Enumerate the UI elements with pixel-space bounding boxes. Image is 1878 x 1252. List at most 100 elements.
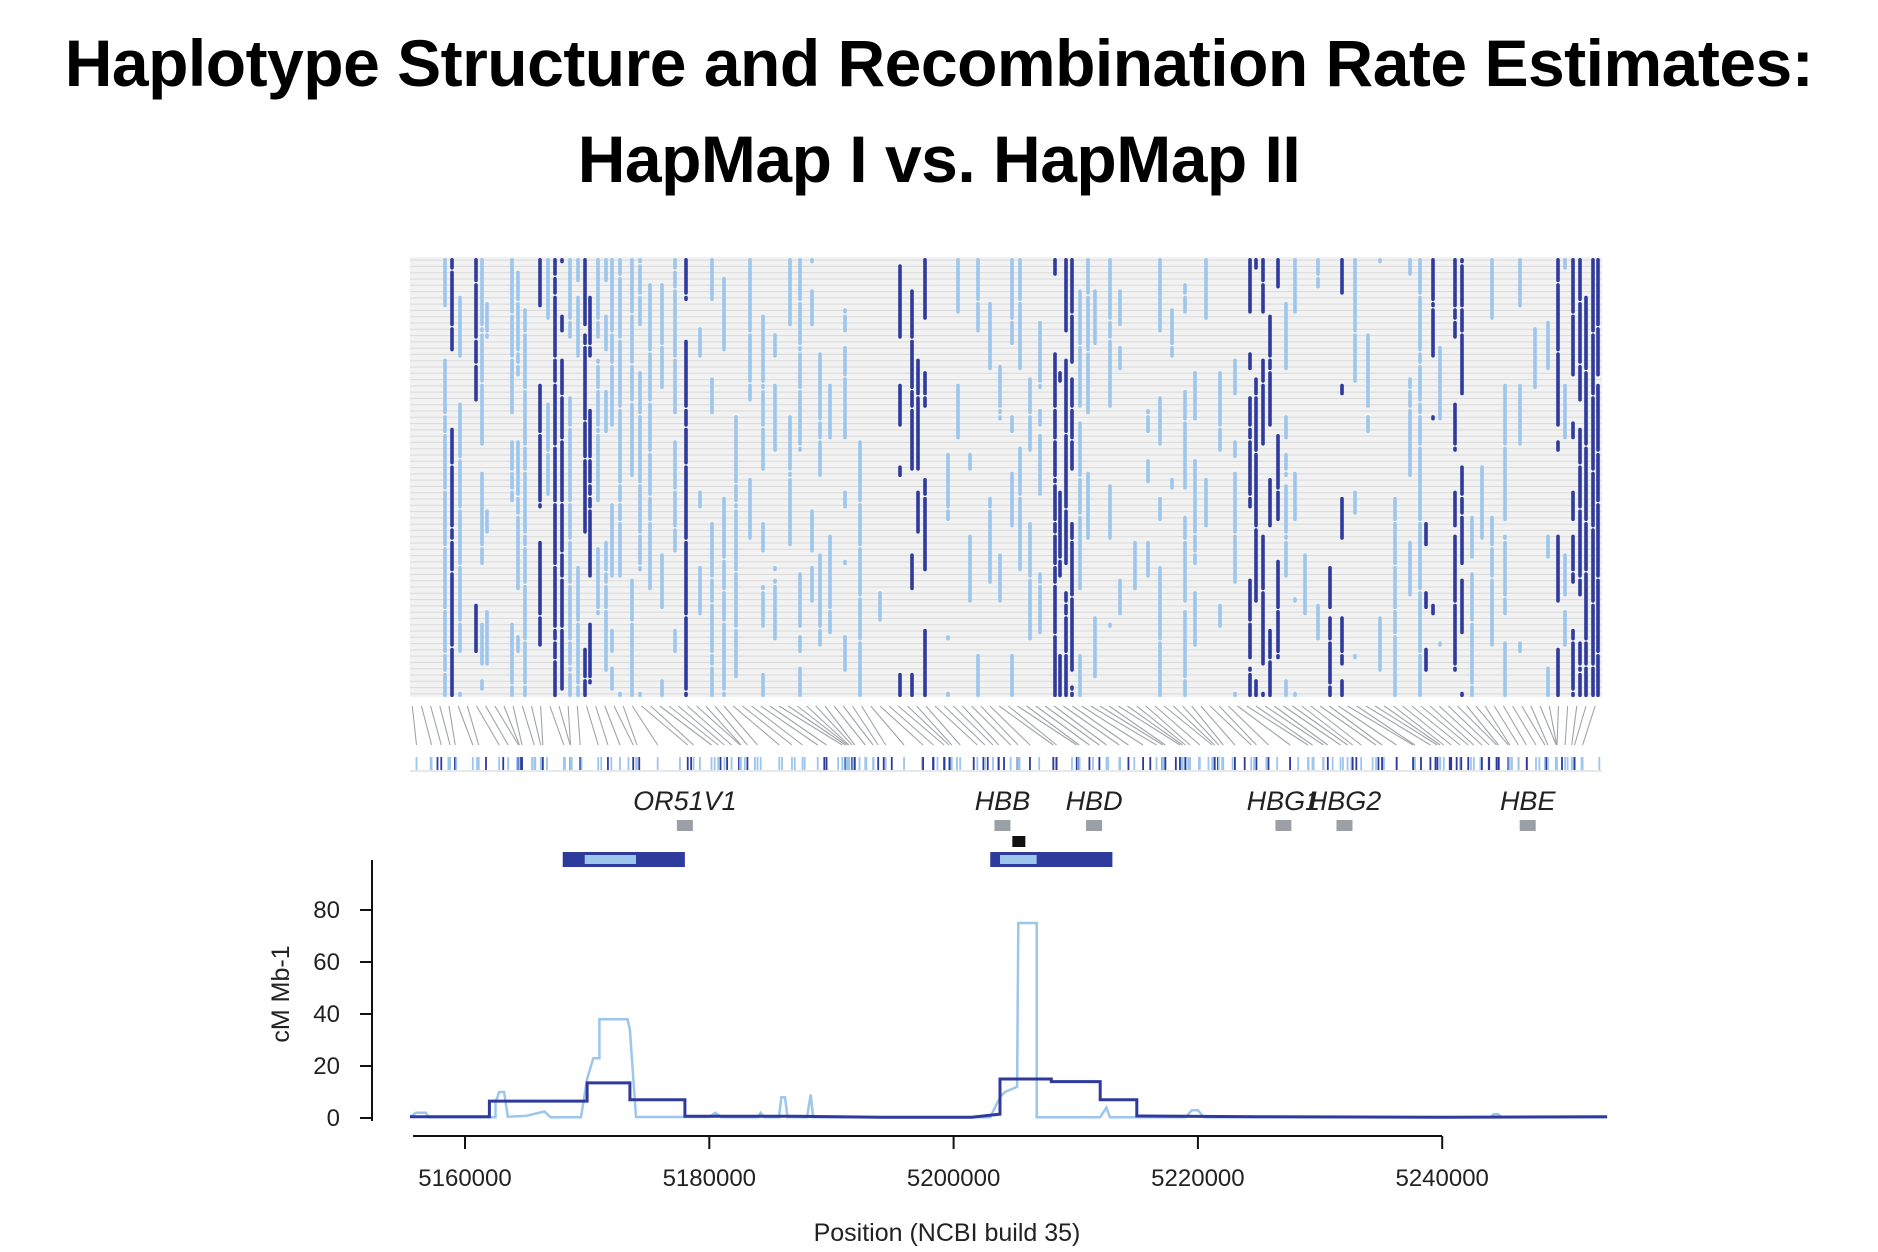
haplotype-snp-run xyxy=(1053,635,1057,697)
haplotype-snp-run xyxy=(1261,691,1265,697)
snp-tick xyxy=(837,757,840,770)
haplotype-snp-run xyxy=(1571,314,1575,377)
haplotype-snp-run xyxy=(1460,496,1464,515)
haplotype-snp-run xyxy=(443,654,447,672)
haplotype-snp-run xyxy=(734,572,738,628)
haplotype-snp-run xyxy=(698,566,702,616)
connector-line xyxy=(806,705,850,746)
haplotype-snp-run xyxy=(1146,540,1150,578)
haplotype-snp-run xyxy=(673,440,677,490)
snp-tick xyxy=(1297,757,1300,770)
haplotype-snp-run xyxy=(1591,258,1595,333)
haplotype-snp-run xyxy=(1408,540,1412,597)
haplotype-snp-run xyxy=(748,478,752,540)
haplotype-snp-run xyxy=(858,641,862,697)
haplotype-snp-run xyxy=(788,478,792,547)
y-tick-label: 80 xyxy=(313,897,340,924)
haplotype-snp-run xyxy=(450,572,454,647)
haplotype-snp-run xyxy=(1254,258,1258,270)
haplotype-snp-run xyxy=(1158,396,1162,446)
haplotype-snp-run xyxy=(1460,258,1464,264)
snp-tick xyxy=(1355,757,1358,770)
hotspot-track xyxy=(562,836,1113,867)
haplotype-snp-run xyxy=(510,440,514,471)
x-tick-label: 5220000 xyxy=(1151,1165,1244,1192)
haplotype-snp-run xyxy=(568,584,572,641)
haplotype-snp-run xyxy=(618,258,622,276)
haplotype-snp-run xyxy=(660,346,664,389)
connector-line xyxy=(1099,705,1164,746)
snp-tick xyxy=(1009,757,1012,770)
haplotype-snp-run xyxy=(761,314,765,383)
snp-tick xyxy=(699,757,701,770)
haplotype-snp-run xyxy=(1591,666,1595,697)
haplotype-snp-run xyxy=(1018,496,1022,572)
haplotype-snp-run xyxy=(798,446,802,452)
snp-tick xyxy=(713,757,716,770)
haplotype-snp-run xyxy=(1596,258,1600,327)
haplotype-snp-run xyxy=(583,421,587,459)
haplotype-snp-run xyxy=(450,427,454,465)
snp-tick xyxy=(1174,757,1177,770)
haplotype-snp-run xyxy=(450,465,454,528)
connector-line xyxy=(457,705,474,746)
haplotype-snp-run xyxy=(1028,522,1032,578)
haplotype-snp-run xyxy=(516,352,520,364)
haplotype-snp-run xyxy=(523,471,527,534)
haplotype-snp-run xyxy=(1378,616,1382,672)
haplotype-snp-run xyxy=(604,390,608,433)
haplotype-snp-run xyxy=(916,396,920,471)
haplotype-snp-run xyxy=(761,383,765,389)
gene-label-hbg1: HBG1 xyxy=(1247,786,1321,816)
snp-tick xyxy=(1198,757,1201,770)
haplotype-snp-run xyxy=(898,264,902,339)
haplotype-snp-run xyxy=(588,496,592,509)
haplotype-snp-run xyxy=(1248,666,1252,672)
haplotype-snp-run xyxy=(1293,258,1297,314)
connector-line xyxy=(897,705,945,746)
haplotype-snp-run xyxy=(858,440,862,503)
haplotype-snp-run xyxy=(523,584,527,641)
snp-tick xyxy=(1547,757,1549,770)
snp-tick xyxy=(1460,757,1463,770)
snp-tick xyxy=(533,757,536,770)
haplotype-snp-run xyxy=(1078,289,1082,345)
haplotype-snp-run xyxy=(1146,459,1150,484)
connector-line xyxy=(1448,705,1490,746)
snp-tick xyxy=(1434,757,1437,770)
haplotype-snp-run xyxy=(1018,258,1022,301)
haplotype-snp-run xyxy=(560,440,564,503)
snp-tick xyxy=(986,757,989,770)
connector-line xyxy=(668,705,719,746)
haplotype-snp-run xyxy=(1571,628,1575,641)
haplotype-snp-run xyxy=(1070,685,1074,691)
haplotype-snp-run xyxy=(1431,308,1435,358)
haplotype-snp-run xyxy=(946,635,950,641)
gene-label-hbe: HBE xyxy=(1500,786,1557,816)
haplotype-snp-run xyxy=(923,371,927,396)
series-line xyxy=(409,921,1608,1119)
haplotype-snp-run xyxy=(648,402,652,452)
snp-tick xyxy=(1371,757,1374,770)
snp-tick xyxy=(717,757,720,770)
haplotype-snp-run xyxy=(1453,402,1457,446)
haplotype-snp-run xyxy=(734,484,738,503)
haplotype-snp-run xyxy=(798,352,802,389)
haplotype-snp-run xyxy=(568,672,572,697)
haplotype-snp-run xyxy=(485,302,489,333)
haplotype-snp-run xyxy=(576,566,580,622)
snp-tick xyxy=(1331,757,1334,770)
snp-tick xyxy=(803,757,806,770)
haplotype-snp-run xyxy=(638,371,642,415)
snp-tick xyxy=(1265,757,1268,770)
haplotype-snp-run xyxy=(1233,440,1237,459)
haplotype-snp-run xyxy=(1038,320,1042,383)
haplotype-snp-run xyxy=(946,452,950,509)
haplotype-snp-run xyxy=(443,358,447,415)
haplotype-snp-run xyxy=(1064,358,1068,433)
haplotype-snp-run xyxy=(810,509,814,553)
haplotype-snp-run xyxy=(1596,383,1600,452)
haplotype-snp-run xyxy=(1431,415,1435,421)
haplotype-snp-run xyxy=(1053,566,1057,584)
x-axis-label: Position (NCBI build 35) xyxy=(814,1219,1081,1247)
